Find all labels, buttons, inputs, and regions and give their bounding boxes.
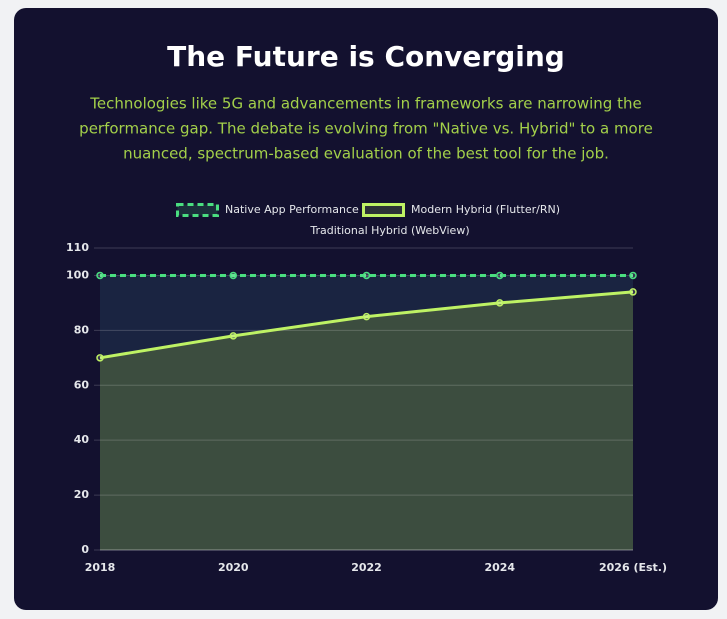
x-tick-label: 2018: [85, 561, 116, 574]
point: [362, 312, 371, 321]
y-tick-label: 20: [74, 488, 90, 501]
area: [100, 291, 633, 550]
line: [99, 290, 634, 360]
chart-title: The Future is Converging: [167, 40, 565, 73]
y-tick-label: 80: [74, 323, 90, 336]
point: [229, 332, 237, 340]
y-tick-label: 40: [74, 433, 90, 446]
subtitle: nuanced, spectrum-based evaluation of th…: [123, 145, 609, 163]
point: [629, 271, 637, 280]
point: [362, 271, 371, 280]
x-tick-label: 2020: [218, 561, 249, 574]
point: [496, 271, 504, 280]
x-tick-label: 2022: [351, 561, 382, 574]
y-tick-label: 100: [66, 268, 89, 281]
subtitle: Technologies like 5G and advancements in…: [89, 95, 641, 113]
y-tick-label: 60: [74, 378, 90, 391]
point: [96, 271, 104, 280]
x-tick-label: 2024: [484, 561, 515, 574]
legend-label: Traditional Hybrid (WebView): [309, 224, 469, 237]
x-tick-label: 2026 (Est.): [599, 561, 667, 574]
subtitle: performance gap. The debate is evolving …: [79, 120, 653, 138]
point: [96, 354, 104, 362]
legend-swatch: [176, 203, 219, 217]
point: [229, 271, 237, 280]
y-tick-label: 0: [81, 543, 89, 556]
point: [496, 299, 504, 307]
legend-swatch: [362, 203, 405, 217]
point: [629, 288, 637, 296]
legend-label: Native App Performance: [225, 203, 359, 216]
y-tick-label: 110: [66, 241, 89, 254]
legend-label: Modern Hybrid (Flutter/RN): [411, 203, 560, 216]
